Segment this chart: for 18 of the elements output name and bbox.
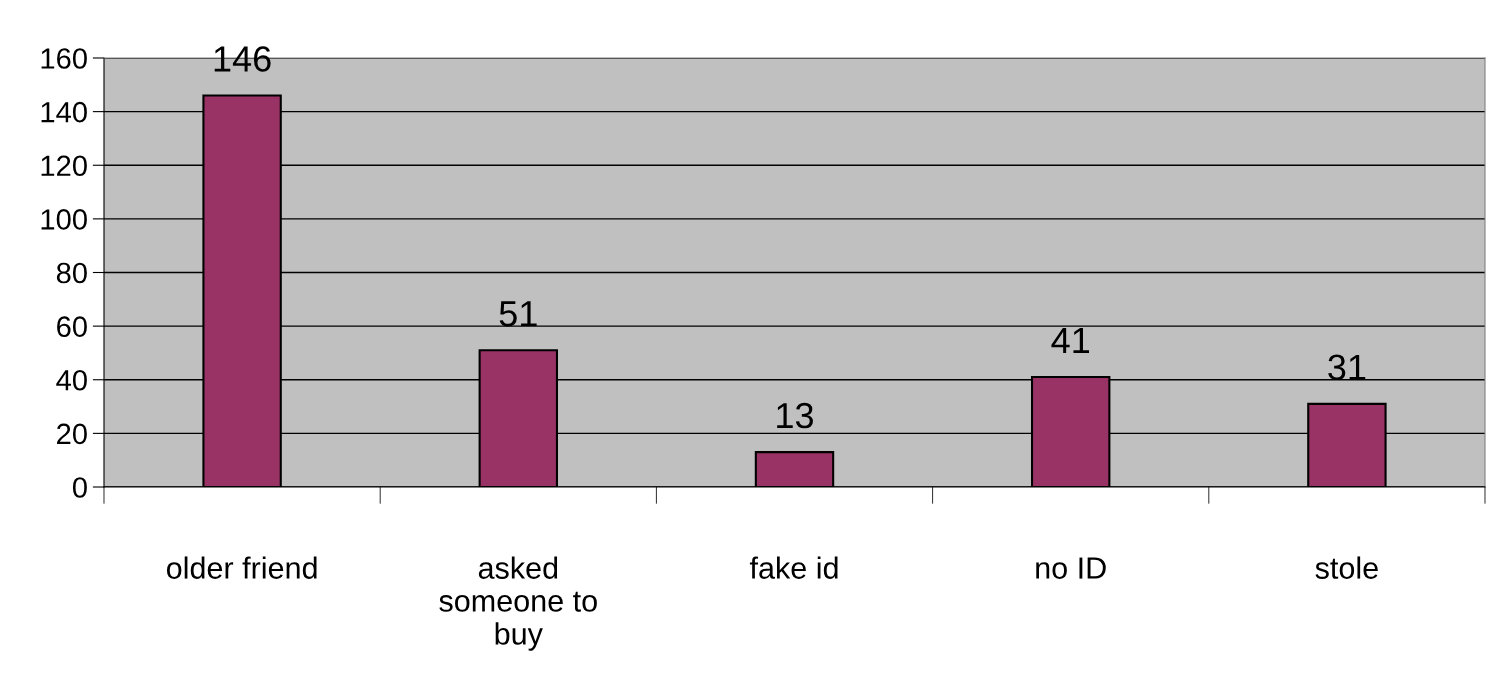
y-tick-label: 100 bbox=[41, 209, 87, 230]
x-tick-label: no ID bbox=[1036, 557, 1106, 579]
data-label: 146 bbox=[214, 46, 271, 72]
y-tick-label: 60 bbox=[57, 316, 87, 337]
x-tick-label: older friend bbox=[166, 556, 317, 579]
x-tick-label: fake id bbox=[749, 556, 838, 579]
x-tick-label: asked someone to buy bbox=[439, 556, 597, 651]
data-label: 51 bbox=[499, 301, 537, 327]
y-tick-label: 160 bbox=[41, 48, 87, 69]
y-tick-label: 20 bbox=[57, 423, 87, 445]
x-tick-label: stole bbox=[1315, 556, 1378, 579]
y-tick-label: 80 bbox=[56, 262, 87, 284]
y-tick-label: 40 bbox=[56, 369, 87, 391]
y-tick-label: 140 bbox=[41, 101, 87, 123]
y-tick-label: 0 bbox=[72, 477, 87, 498]
data-label: 13 bbox=[777, 402, 813, 429]
y-tick-label: 120 bbox=[41, 155, 87, 177]
data-label: 41 bbox=[1051, 328, 1090, 353]
